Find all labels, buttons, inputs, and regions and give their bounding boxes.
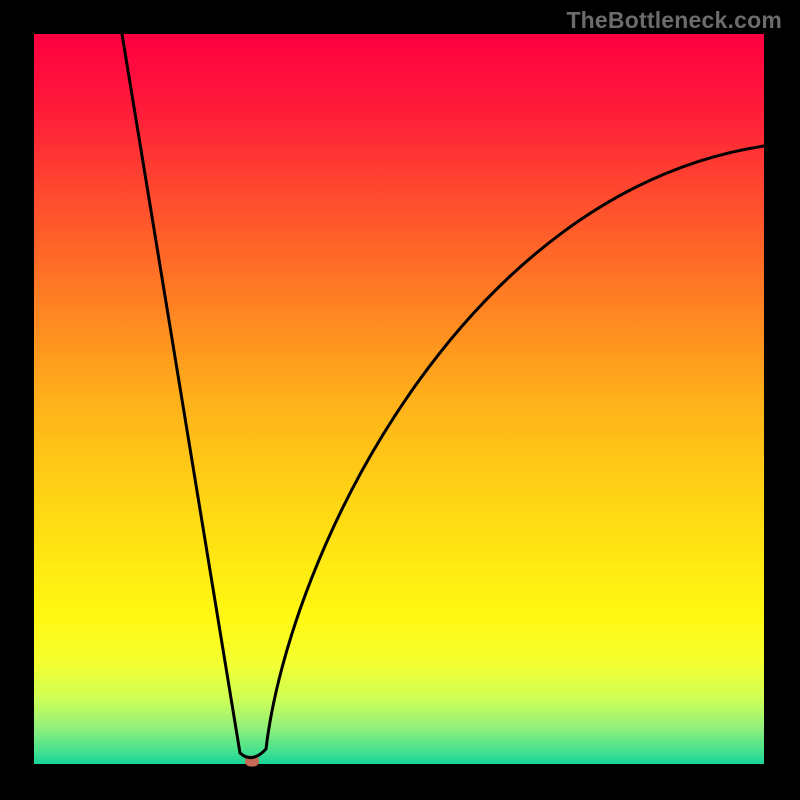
bottleneck-chart <box>0 0 800 800</box>
plot-area <box>34 34 764 767</box>
plot-background <box>34 34 764 764</box>
